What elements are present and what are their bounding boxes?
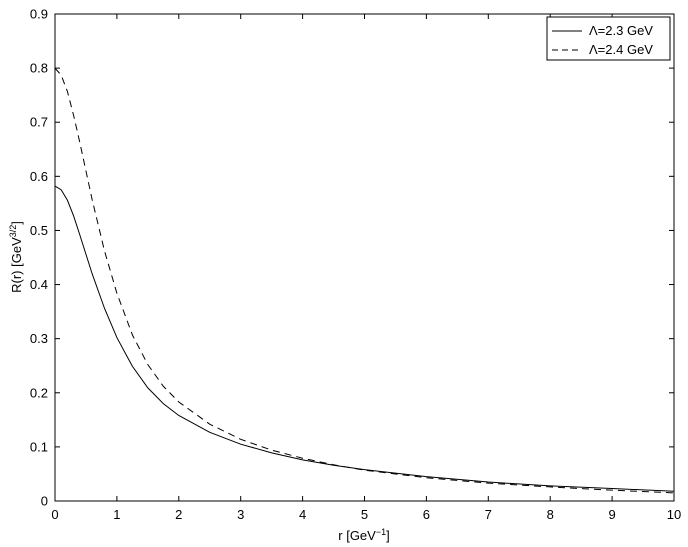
y-tick-label: 0.8 <box>30 61 48 76</box>
x-tick-label: 10 <box>667 507 681 522</box>
series-line-1 <box>54 67 675 494</box>
y-tick-label: 0.4 <box>30 277 48 292</box>
legend: Λ=2.3 GeV Λ=2.4 GeV <box>546 16 671 61</box>
x-tick-label: 2 <box>175 507 182 522</box>
legend-box <box>546 16 671 61</box>
x-axis-title: r [GeV−1] <box>338 527 389 543</box>
y-axis-title: R(r) [GeV3/2] <box>8 221 24 293</box>
plot-area <box>54 13 675 502</box>
x-tick-label: 9 <box>608 507 615 522</box>
y-tick-label: 0.2 <box>30 385 48 400</box>
legend-label-1: Λ=2.4 GeV <box>589 42 653 57</box>
y-tick-label: 0.9 <box>30 7 48 22</box>
legend-label-0: Λ=2.3 GeV <box>589 23 653 38</box>
x-tick-label: 6 <box>423 507 430 522</box>
y-tick-label: 0.1 <box>30 439 48 454</box>
y-tick-label: 0 <box>41 494 48 509</box>
x-tick-label: 4 <box>299 507 306 522</box>
series-lines <box>54 67 675 494</box>
y-tick-label: 0.5 <box>30 223 48 238</box>
x-tick-label: 3 <box>237 507 244 522</box>
series-line-0 <box>54 185 675 492</box>
y-axis-ticks: 0 0.1 0.2 0.3 0.4 0.5 0.6 0.7 0.8 0.9 <box>30 7 674 509</box>
y-tick-label: 0.7 <box>30 115 48 130</box>
x-tick-label: 0 <box>51 507 58 522</box>
y-tick-label: 0.3 <box>30 331 48 346</box>
x-tick-label: 5 <box>361 507 368 522</box>
x-tick-label: 7 <box>485 507 492 522</box>
x-tick-label: 8 <box>547 507 554 522</box>
y-tick-label: 0.6 <box>30 169 48 184</box>
x-tick-label: 1 <box>113 507 120 522</box>
